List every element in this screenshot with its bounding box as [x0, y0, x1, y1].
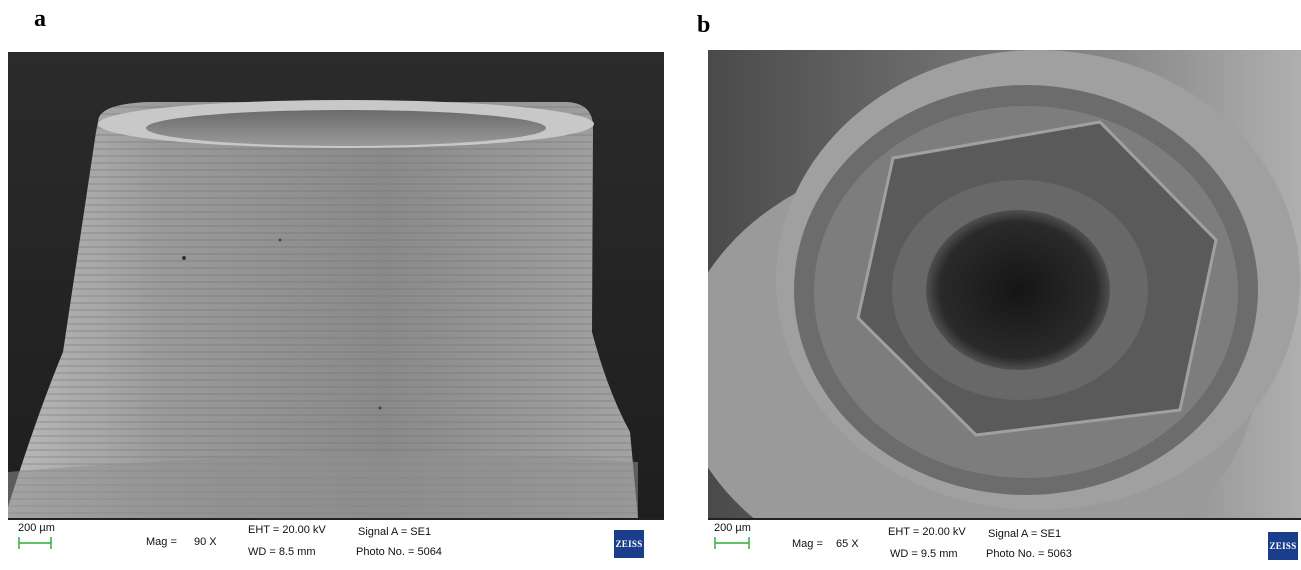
scale-label: 200 µm: [714, 522, 751, 534]
sem-image-b: [708, 50, 1301, 518]
eht-value: EHT = 20.00 kV: [248, 524, 326, 536]
panel-label-a: a: [34, 6, 46, 32]
eht-value: EHT = 20.00 kV: [888, 526, 966, 538]
mag-label: Mag =: [146, 536, 177, 548]
scale-bar-icon: [714, 537, 750, 549]
mag-label: Mag =: [792, 538, 823, 550]
signal-value: Signal A = SE1: [358, 526, 432, 538]
mag-value: 90 X: [194, 536, 217, 548]
sem-micrograph-a: 200 µm Mag = 90 X EHT = 20.00 kV WD = 8.…: [8, 52, 664, 570]
wd-value: WD = 9.5 mm: [890, 548, 958, 560]
wd-value: WD = 8.5 mm: [248, 546, 316, 558]
zeiss-logo: ZEISS: [1268, 532, 1298, 560]
panel-label-b: b: [697, 12, 711, 38]
zeiss-logo: ZEISS: [614, 530, 644, 558]
scale-bar-icon: [18, 537, 52, 549]
photo-number: Photo No. = 5064: [356, 546, 442, 558]
mag-value: 65 X: [836, 538, 859, 550]
sem-data-bar-b: 200 µm Mag = 65 X EHT = 20.00 kV WD = 9.…: [708, 518, 1301, 570]
photo-number: Photo No. = 5063: [986, 548, 1072, 560]
sem-image-a: [8, 52, 664, 518]
signal-value: Signal A = SE1: [988, 528, 1062, 540]
sem-micrograph-b: 200 µm Mag = 65 X EHT = 20.00 kV WD = 9.…: [708, 50, 1301, 570]
scale-label: 200 µm: [18, 522, 55, 534]
sem-data-bar-a: 200 µm Mag = 90 X EHT = 20.00 kV WD = 8.…: [8, 518, 664, 570]
